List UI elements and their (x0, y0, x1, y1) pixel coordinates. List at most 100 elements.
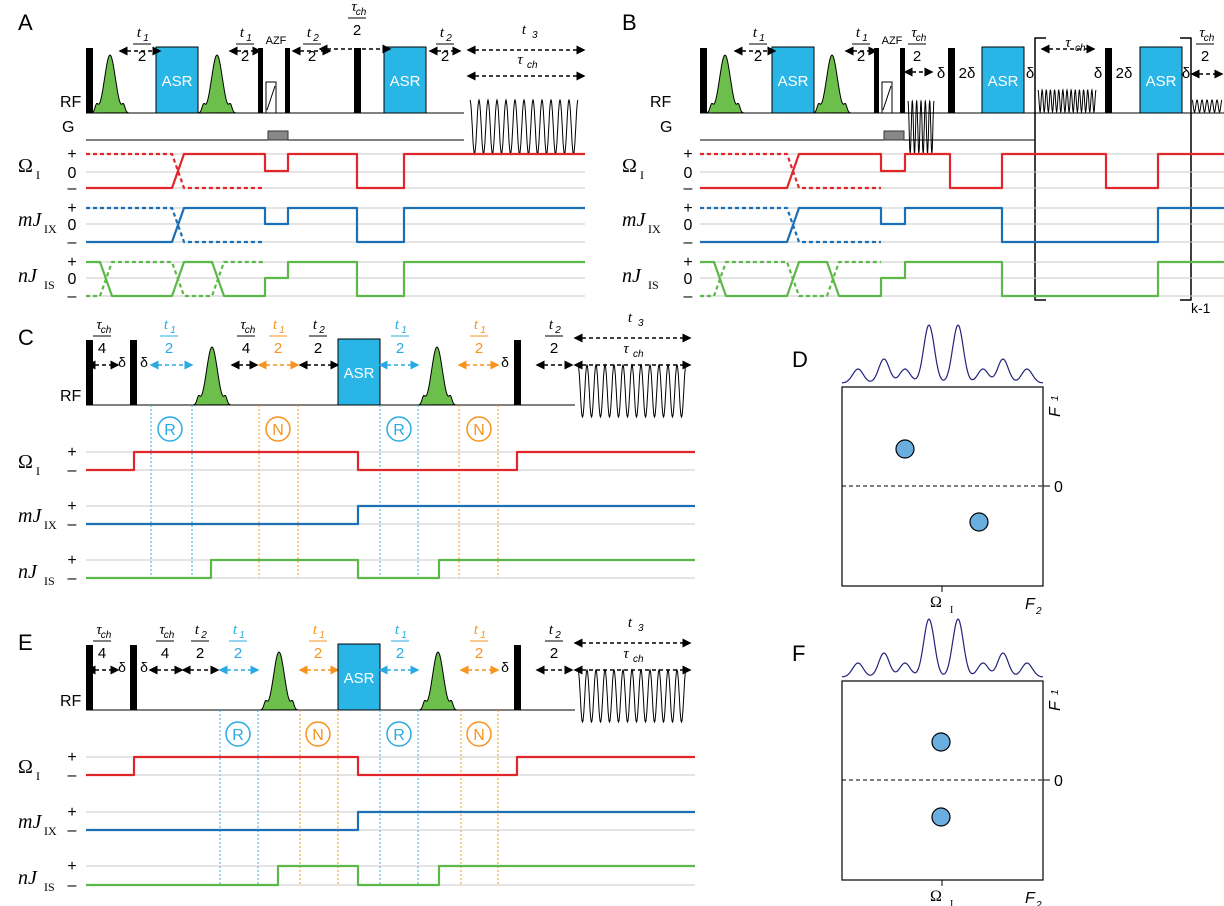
delay-c-8-num-sub: 1 (480, 325, 486, 336)
mj-levels-b-plus: + (683, 200, 692, 217)
delay-e-6-num: t (395, 622, 400, 638)
hard-pulse-b-5 (1105, 48, 1112, 113)
repeat-label-b: k-1 (1191, 300, 1211, 316)
projection-trace-f (841, 618, 1044, 678)
delay-e-2-den: 2 (234, 645, 242, 662)
delay-e-2-num: t (233, 622, 238, 638)
mj-levels-a-plus: + (67, 200, 76, 217)
filter-e-12-letter: R (232, 727, 244, 744)
delay-e-0-den: 4 (161, 645, 169, 662)
mj-label-b-sub: IX (648, 222, 661, 236)
delay-a-t2-1-den: 2 (308, 48, 316, 65)
omega-label-a-sub: I (36, 168, 40, 182)
hard-pulse-c-2 (130, 340, 137, 405)
delay-b-tau-3-den: 2 (1201, 48, 1209, 65)
delay-e-6-num-sub: 1 (401, 630, 407, 641)
mj-label-a-main: mJ (18, 209, 42, 231)
nj-label-b-main: nJ (622, 265, 642, 287)
asr-block-a-2-label: ASR (390, 73, 421, 90)
delta-b-4: δ (1182, 65, 1190, 82)
delay-b-tau-1-num-sub: ch (916, 33, 927, 44)
delay-c-tau-fid-sub: ch (633, 349, 644, 360)
azf-pulse-b (881, 81, 893, 113)
omega-trace-b (700, 152, 1224, 190)
delay-e-t3: t (628, 615, 633, 631)
delay-c-6-num: t (395, 317, 400, 333)
delay-c-3-num-sub: 1 (279, 325, 285, 336)
delta-e-2: δ (140, 659, 148, 675)
nj-label-b-sub: IS (648, 278, 659, 292)
azf-pulse-a (265, 81, 277, 113)
nj-levels-b-plus: + (683, 254, 692, 271)
delay-b-t1-2-num-sub: 1 (862, 33, 868, 44)
f1-axis-sub-f: 1 (1050, 689, 1061, 695)
mj-levels-e-minus: – (68, 822, 77, 839)
delay-e-8-den: 2 (475, 645, 483, 662)
delay-e-11-num-sub: 2 (554, 630, 561, 641)
omega-levels-b-minus: – (684, 180, 693, 197)
mj-trace-c (86, 504, 695, 526)
delay-e-1-den: 2 (196, 645, 204, 662)
delay-a-tau-num: τ (351, 0, 357, 15)
delay-c-2-num: τ (240, 317, 246, 333)
delay-c-4-num: t (313, 317, 318, 333)
nj-levels-a-minus: – (68, 288, 77, 305)
nj-trace-b (700, 260, 1224, 298)
nj-levels-c-plus: + (67, 552, 76, 569)
fid-b-3 (1191, 99, 1223, 113)
panel-label-a: A (18, 10, 33, 35)
peak-f-1 (931, 732, 951, 752)
delay-c-6-den: 2 (396, 340, 404, 357)
mj-label-b-main: mJ (622, 209, 646, 231)
filter-e-14 (386, 721, 412, 747)
panel-label-c: C (18, 325, 34, 350)
panel-label-d: D (792, 347, 808, 372)
delay-e-tau4-1-num-sub: ch (101, 630, 112, 641)
omega-axis-sub-d: I (950, 605, 953, 616)
omega-levels-a-minus: – (68, 180, 77, 197)
delay-c-3-den: 2 (274, 340, 282, 357)
hard-pulse-b-3 (900, 48, 905, 113)
filter-c-12-letter: R (164, 422, 176, 439)
f2-axis-sub-d: 2 (1035, 606, 1042, 617)
delta-c-1: δ (118, 354, 126, 370)
hard-pulse-c-1 (86, 340, 93, 405)
nj-trace-a (86, 260, 585, 298)
nj-levels-c-minus: – (68, 570, 77, 587)
panel-label-e: E (18, 630, 33, 655)
delay-a-t1-1-num-sub: 1 (143, 33, 149, 44)
delay-b-tau-2: τ (1065, 35, 1071, 51)
mj-trace-b-dash-0 (700, 206, 881, 244)
asr-block-b-3-label: ASR (1146, 73, 1177, 90)
delay-c-0-den: 2 (165, 340, 173, 357)
delay-c-2-den: 4 (242, 340, 250, 357)
projection-trace-d (841, 324, 1044, 384)
mj-levels-e-plus: + (67, 804, 76, 821)
delay-e-tau4-1-num: τ (96, 622, 102, 638)
delta-c-9: δ (501, 354, 509, 370)
nj-levels-e-minus: – (68, 877, 77, 894)
delay-c-tau4-1-num-sub: ch (101, 325, 112, 336)
hard-pulse-a-4 (354, 48, 361, 113)
panel-label-f: F (792, 641, 805, 666)
delay-a-t3-sub: 3 (532, 30, 538, 41)
delay-c-3-num: t (273, 317, 278, 333)
delay-c-tau4-1-den: 4 (98, 340, 106, 357)
asr-block-a-1 (155, 46, 199, 114)
delay-e-2-num-sub: 1 (239, 630, 245, 641)
omega-levels-b-zero: 0 (684, 165, 693, 182)
rf-label-c: RF (60, 388, 82, 405)
delta-b-2: δ (1026, 65, 1034, 82)
asr-block-c-5-label: ASR (344, 365, 375, 382)
fid-b-2 (1037, 88, 1097, 114)
delay-e-1-num-sub: 2 (200, 630, 207, 641)
delay-a-t2-1-num: t (307, 25, 312, 41)
asr-block-b-1-label: ASR (778, 73, 809, 90)
f1-axis-d: F (1047, 406, 1064, 417)
delay-c-t3: t (628, 310, 633, 326)
filter-e-15-letter: N (473, 727, 485, 744)
delay-e-8-num-sub: 1 (480, 630, 486, 641)
omega-levels-a-zero: 0 (68, 165, 77, 182)
delay-a-tau-fid: τ (517, 52, 523, 68)
delay-c-tau4-1-num: τ (96, 317, 102, 333)
